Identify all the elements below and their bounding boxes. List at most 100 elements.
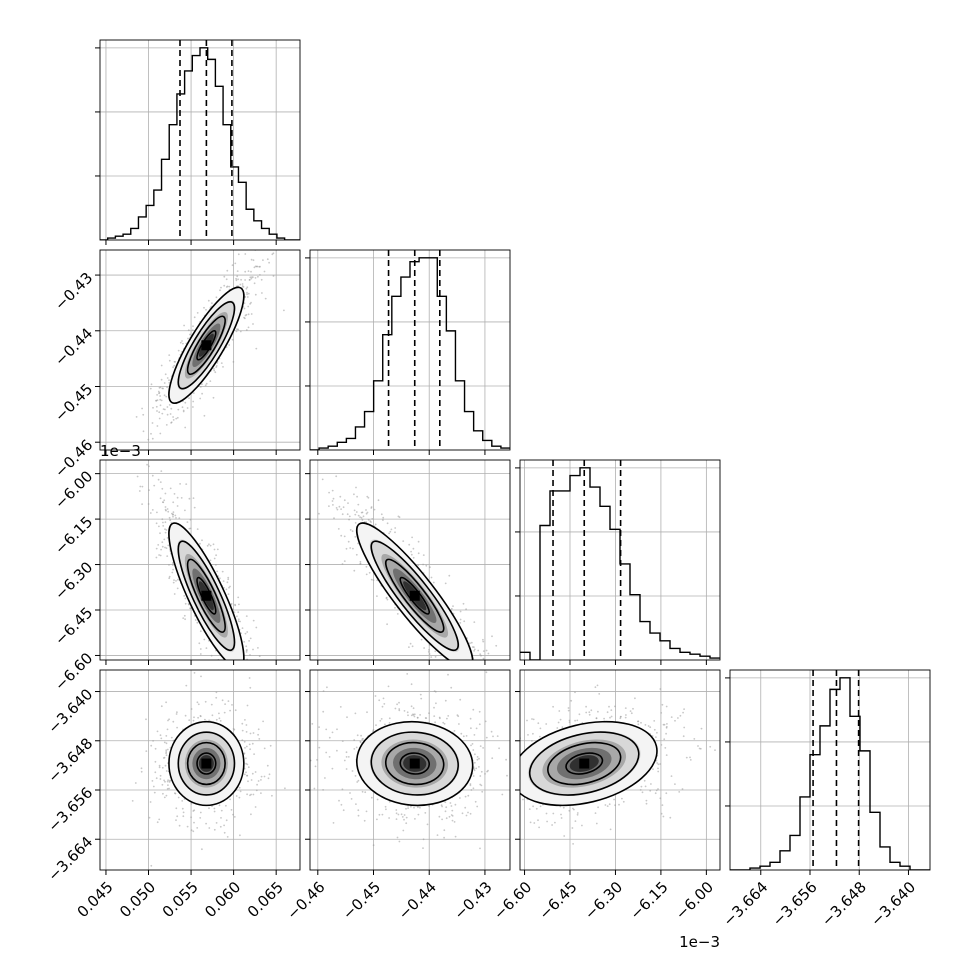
scatter-point — [160, 737, 163, 740]
scatter-point — [380, 718, 383, 720]
scatter-point — [190, 802, 193, 805]
scatter-point — [249, 303, 252, 305]
scatter-point — [179, 483, 182, 485]
scatter-point — [355, 803, 357, 805]
scatter-point — [443, 836, 445, 839]
scatter-point — [456, 714, 459, 716]
scatter-point — [249, 748, 252, 751]
scatter-point — [410, 805, 412, 808]
scatter-point — [353, 569, 356, 572]
scatter-point — [216, 570, 219, 573]
scatter-point — [360, 734, 362, 737]
scatter-point — [459, 610, 462, 613]
scatter-point — [354, 536, 357, 538]
scatter-point — [398, 701, 400, 704]
scatter-point — [397, 515, 400, 518]
scatter-point — [665, 732, 667, 735]
scatter-point — [155, 556, 158, 559]
scatter-point — [355, 746, 358, 749]
scatter-point — [253, 266, 256, 269]
scatter-point — [481, 674, 483, 676]
scatter-point — [532, 732, 534, 735]
scatter-point — [219, 577, 221, 580]
scatter-point — [368, 571, 371, 574]
scatter-point — [630, 712, 633, 715]
scatter-point — [484, 773, 486, 775]
scatter-point — [141, 407, 144, 410]
scatter-point — [476, 756, 479, 758]
scatter-point — [246, 291, 248, 294]
contour-line — [528, 731, 640, 796]
scatter-point — [139, 485, 142, 488]
contour-line — [355, 720, 474, 807]
scatter-point — [166, 377, 169, 379]
scatter-point — [177, 408, 180, 411]
scatter-point — [218, 717, 221, 720]
scatter-point — [199, 648, 202, 650]
scatter-point — [248, 685, 250, 687]
scatter-point — [637, 723, 640, 726]
scatter-point — [189, 333, 191, 336]
scatter-point — [239, 330, 242, 333]
x-tick-label: −0.43 — [450, 878, 495, 923]
scatter-point — [660, 744, 663, 746]
scatter-point — [268, 773, 271, 776]
scatter-point — [166, 780, 169, 783]
scatter-point — [500, 807, 502, 809]
scatter-point — [182, 811, 185, 814]
scatter-point — [347, 502, 349, 504]
scatter-point — [470, 727, 472, 730]
scatter-point — [558, 710, 561, 712]
scatter-point — [342, 506, 345, 509]
scatter-point — [490, 730, 493, 733]
scatter-point — [188, 719, 191, 722]
scatter-point — [661, 804, 664, 806]
scatter-point — [169, 413, 172, 415]
density-peak — [201, 758, 212, 769]
scatter-point — [328, 505, 330, 507]
scatter-point — [351, 770, 354, 772]
density-peak — [409, 590, 420, 601]
scatter-point — [233, 611, 236, 614]
scatter-point — [151, 509, 154, 511]
scatter-point — [464, 689, 466, 691]
scatter-point — [184, 597, 187, 600]
scatter-point — [245, 329, 248, 331]
scatter-point — [216, 674, 218, 676]
scatter-point — [230, 661, 232, 663]
contour-line — [177, 731, 236, 796]
scatter-point — [221, 699, 224, 702]
scatter-point — [512, 734, 514, 736]
scatter-point — [463, 675, 465, 677]
scatter-point — [420, 697, 423, 700]
scatter-point — [246, 649, 248, 651]
scatter-point — [245, 615, 248, 617]
scatter-point — [318, 512, 320, 515]
scatter-point — [429, 667, 431, 669]
scatter-point — [333, 517, 335, 520]
scatter-point — [248, 640, 251, 642]
scatter-point — [498, 747, 500, 750]
scatter-point — [156, 425, 159, 427]
scatter-point — [250, 813, 252, 816]
scatter-point — [427, 651, 430, 653]
x-tick-label: 0.060 — [201, 878, 244, 921]
scatter-point — [417, 813, 420, 816]
scatter-point — [659, 688, 662, 690]
scatter-point — [382, 516, 385, 519]
scatter-point — [441, 818, 443, 821]
scatter-point — [182, 815, 185, 818]
scatter-point — [400, 813, 403, 816]
scatter-point — [463, 620, 466, 623]
scatter-point — [471, 743, 474, 745]
density-peak — [201, 340, 212, 351]
scatter-point — [201, 539, 203, 542]
scatter-point — [135, 416, 138, 418]
scatter-point — [257, 733, 259, 736]
scatter-point — [491, 816, 493, 818]
scatter-point — [401, 816, 404, 818]
scatter-point — [246, 793, 249, 796]
scatter-point — [357, 814, 360, 817]
scatter-point — [355, 553, 358, 556]
